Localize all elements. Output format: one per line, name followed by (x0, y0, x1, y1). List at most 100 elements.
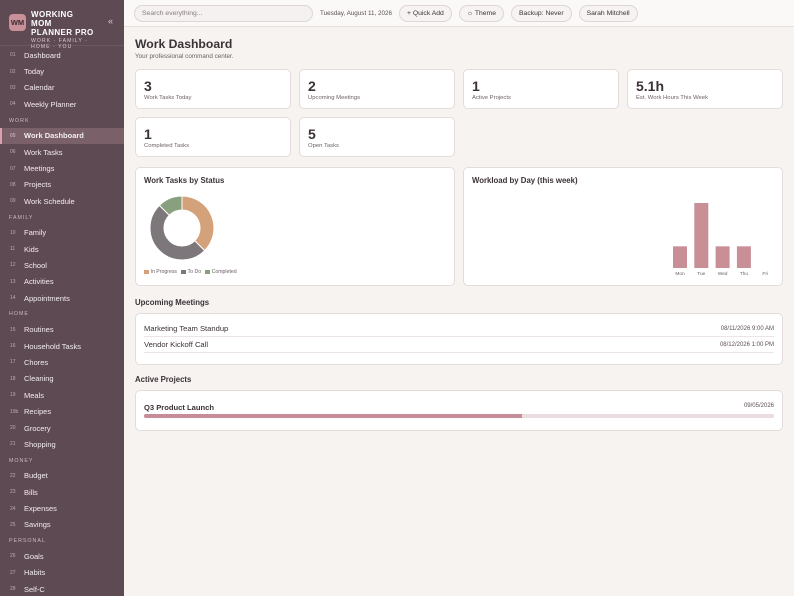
sidebar-item-number: 24 (10, 505, 16, 512)
sidebar-item-label: Budget (24, 471, 48, 481)
stat-label: Upcoming Meetings (308, 95, 361, 101)
sidebar-item-chores[interactable]: 17 Chores (0, 354, 124, 370)
search-input[interactable]: Search everything... (134, 4, 313, 22)
sidebar-item-number: 14 (10, 295, 16, 302)
sidebar-item-bills[interactable]: 23 Bills (0, 484, 124, 500)
sidebar-item-budget[interactable]: 22 Budget (0, 468, 124, 484)
sidebar-item-label: Work Schedule (24, 196, 75, 206)
chart-card-workload-by-day: Workload by Day (this week) Mon Tue Wed Thu… (463, 167, 783, 286)
double-chevron-left-icon[interactable]: « (107, 16, 113, 26)
legend-label: To Do (187, 269, 202, 275)
meetings-card: Marketing Team Standup 08/11/2026 9:00 A… (135, 313, 783, 365)
sidebar-item-number: 12 (10, 262, 16, 269)
sidebar-item-activities[interactable]: 13 Activities (0, 274, 124, 290)
sidebar-item-number: 13 (10, 278, 16, 285)
sidebar-item-routines[interactable]: 15 Routines (0, 321, 124, 337)
sidebar-item-projects[interactable]: 08 Projects (0, 177, 124, 193)
sidebar-item-school[interactable]: 12 School (0, 257, 124, 273)
project-due-date: 09/05/2026 (743, 403, 774, 409)
sidebar-item-number: 18 (10, 375, 16, 382)
sidebar-item-label: Bills (24, 487, 38, 497)
project-card[interactable]: Q3 Product Launch 09/05/2026 (135, 390, 783, 431)
sidebar-item-number: 28 (10, 586, 16, 593)
bar-wed[interactable] (715, 246, 730, 268)
sidebar-item-work-schedule[interactable]: 09 Work Schedule (0, 193, 124, 209)
sidebar-item-number: 15 (10, 326, 16, 333)
sidebar-item-recipes[interactable]: 19b Recipes (0, 403, 124, 419)
legend-swatch (144, 269, 149, 275)
x-tick-label: Fri (762, 271, 768, 277)
stat-label: Active Projects (472, 95, 511, 101)
donut-slice-to-do[interactable] (149, 204, 206, 261)
sidebar-item-weekly-planner[interactable]: 04 Weekly Planner (0, 96, 124, 112)
x-tick-label: Thu (740, 271, 749, 277)
donut-chart (149, 195, 215, 261)
sidebar-item-shopping[interactable]: 21 Shopping (0, 436, 124, 452)
stat-card-work-hours: 5.1h Est. Work Hours This Week (627, 69, 783, 109)
sidebar-item-calendar[interactable]: 03 Calendar (0, 80, 124, 96)
meeting-time: 08/11/2026 9:00 AM (720, 325, 774, 332)
sidebar-item-cleaning[interactable]: 18 Cleaning (0, 371, 124, 387)
quick-add-button[interactable]: + Quick Add (399, 4, 452, 22)
sidebar-section-label: WORK (9, 117, 30, 124)
sidebar-item-number: 22 (10, 472, 16, 479)
sidebar-item-household-tasks[interactable]: 16 Household Tasks (0, 338, 124, 354)
donut-slice-completed[interactable] (158, 195, 183, 216)
backup-button[interactable]: Backup: Never (511, 4, 572, 22)
main-content: Work Dashboard Your professional command… (124, 27, 794, 596)
sidebar-section-label: MONEY (9, 457, 34, 464)
app-logo: WM (9, 14, 26, 31)
stat-label: Work Tasks Today (144, 95, 192, 101)
bar-thu[interactable] (736, 246, 751, 268)
sidebar-item-goals[interactable]: 26 Goals (0, 548, 124, 564)
legend-item[interactable]: To Do (181, 269, 201, 275)
sidebar-item-label: Shopping (24, 439, 56, 449)
sidebar-item-label: Cleaning (24, 374, 54, 384)
sidebar-item-family[interactable]: 10 Family (0, 225, 124, 241)
sidebar: WM WORKING MOM PLANNER PRO WORK · FAMILY… (0, 0, 124, 596)
sidebar-item-work-tasks[interactable]: 06 Work Tasks (0, 144, 124, 160)
donut-slice-in-progress[interactable] (181, 195, 215, 252)
stat-card-active-projects: 1 Active Projects (463, 69, 619, 109)
sidebar-item-savings[interactable]: 25 Savings (0, 517, 124, 533)
sidebar-nav: 01 Dashboard 02 Today 03 Calendar 04 Weekly Pla… (0, 46, 124, 596)
app-tagline: WORK · FAMILY · HOME · YOU (31, 38, 88, 50)
brand: WM WORKING MOM PLANNER PRO WORK · FAMILY… (0, 0, 124, 50)
sidebar-item-label: Projects (24, 180, 52, 190)
sidebar-item-habits[interactable]: 27 Habits (0, 565, 124, 581)
stat-value: 3 (144, 78, 152, 94)
legend-item[interactable]: Completed (205, 269, 237, 275)
sidebar-item-work-dashboard[interactable]: 05 Work Dashboard (0, 127, 124, 145)
meeting-row[interactable]: Vendor Kickoff Call 08/12/2026 1:00 PM (144, 337, 774, 353)
sidebar-item-label: Kids (24, 244, 39, 254)
sidebar-item-appointments[interactable]: 14 Appointments (0, 290, 124, 306)
sidebar-item-label: Calendar (24, 83, 55, 93)
sidebar-item-number: 06 (10, 149, 16, 156)
bar-chart: MonTueWedThuFriSatSun (673, 203, 768, 277)
sidebar-item-dashboard[interactable]: 01 Dashboard (0, 47, 124, 63)
meeting-row[interactable]: Marketing Team Standup 08/11/2026 9:00 A… (144, 321, 774, 337)
project-name: Q3 Product Launch (144, 403, 215, 412)
page-subtitle: Your professional command center. (135, 53, 234, 60)
bar-mon[interactable] (673, 246, 687, 268)
x-tick-label: Mon (675, 271, 685, 277)
stat-card-completed-tasks: 1 Completed Tasks (135, 117, 291, 157)
sidebar-item-expenses[interactable]: 24 Expenses (0, 500, 124, 516)
sidebar-item-self-c[interactable]: 28 Self-C (0, 581, 124, 596)
sidebar-item-number: 05 (10, 132, 16, 139)
sidebar-item-label: Work Dashboard (24, 131, 84, 141)
theme-button[interactable]: ☼ Theme (458, 4, 504, 22)
sidebar-item-grocery[interactable]: 20 Grocery (0, 420, 124, 436)
user-menu-button[interactable]: Sarah Mitchell (578, 4, 638, 22)
stat-label: Est. Work Hours This Week (636, 95, 709, 101)
sidebar-item-number: 11 (10, 246, 16, 253)
sidebar-item-today[interactable]: 02 Today (0, 63, 124, 79)
sidebar-item-kids[interactable]: 11 Kids (0, 241, 124, 257)
sidebar-item-meetings[interactable]: 07 Meetings (0, 160, 124, 176)
sidebar-item-label: Habits (24, 568, 46, 578)
legend-item[interactable]: In Progress (144, 269, 177, 275)
sidebar-item-number: 21 (10, 441, 16, 448)
bar-tue[interactable] (694, 203, 709, 268)
projects-heading: Active Projects (135, 375, 192, 384)
sidebar-item-meals[interactable]: 19 Meals (0, 387, 124, 403)
